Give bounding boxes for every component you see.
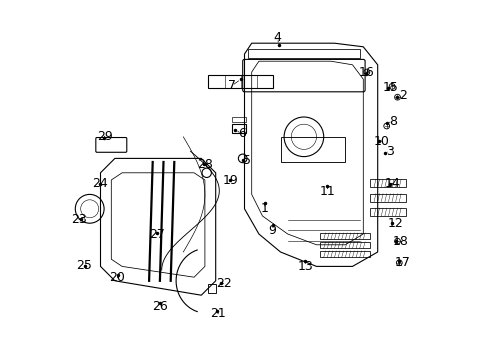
Bar — [320, 233, 370, 239]
Text: 11: 11 — [320, 185, 335, 198]
Text: 8: 8 — [388, 115, 396, 128]
Text: 21: 21 — [210, 307, 225, 320]
Text: 15: 15 — [382, 81, 398, 94]
Bar — [231, 124, 246, 133]
Text: 29: 29 — [97, 130, 112, 143]
Text: 19: 19 — [223, 174, 238, 186]
Bar — [320, 242, 370, 248]
Text: 22: 22 — [215, 277, 231, 290]
Text: 20: 20 — [109, 271, 125, 284]
Text: 4: 4 — [273, 31, 281, 44]
Text: 3: 3 — [386, 145, 393, 158]
Text: 26: 26 — [152, 300, 167, 312]
Bar — [370, 208, 406, 216]
Text: 17: 17 — [394, 256, 410, 269]
Text: 2: 2 — [398, 89, 406, 102]
Bar — [208, 284, 215, 293]
Text: 9: 9 — [268, 224, 276, 237]
Text: 10: 10 — [373, 135, 389, 148]
Bar — [370, 194, 406, 202]
Text: 24: 24 — [92, 177, 107, 190]
Text: 6: 6 — [237, 127, 245, 140]
Bar — [370, 179, 406, 187]
Text: 27: 27 — [149, 228, 165, 241]
Text: 28: 28 — [197, 158, 212, 171]
Text: 1: 1 — [260, 202, 268, 215]
Text: 13: 13 — [297, 260, 313, 273]
Text: 18: 18 — [392, 235, 408, 248]
Text: 12: 12 — [387, 217, 403, 230]
Text: 7: 7 — [227, 79, 235, 92]
Text: 16: 16 — [358, 66, 374, 78]
Text: 14: 14 — [384, 177, 400, 190]
Bar — [231, 117, 246, 122]
Bar — [208, 75, 273, 88]
Bar — [247, 49, 359, 58]
Bar — [320, 251, 370, 257]
Text: 25: 25 — [76, 259, 92, 272]
Text: 23: 23 — [71, 213, 86, 226]
Text: 5: 5 — [243, 154, 250, 167]
